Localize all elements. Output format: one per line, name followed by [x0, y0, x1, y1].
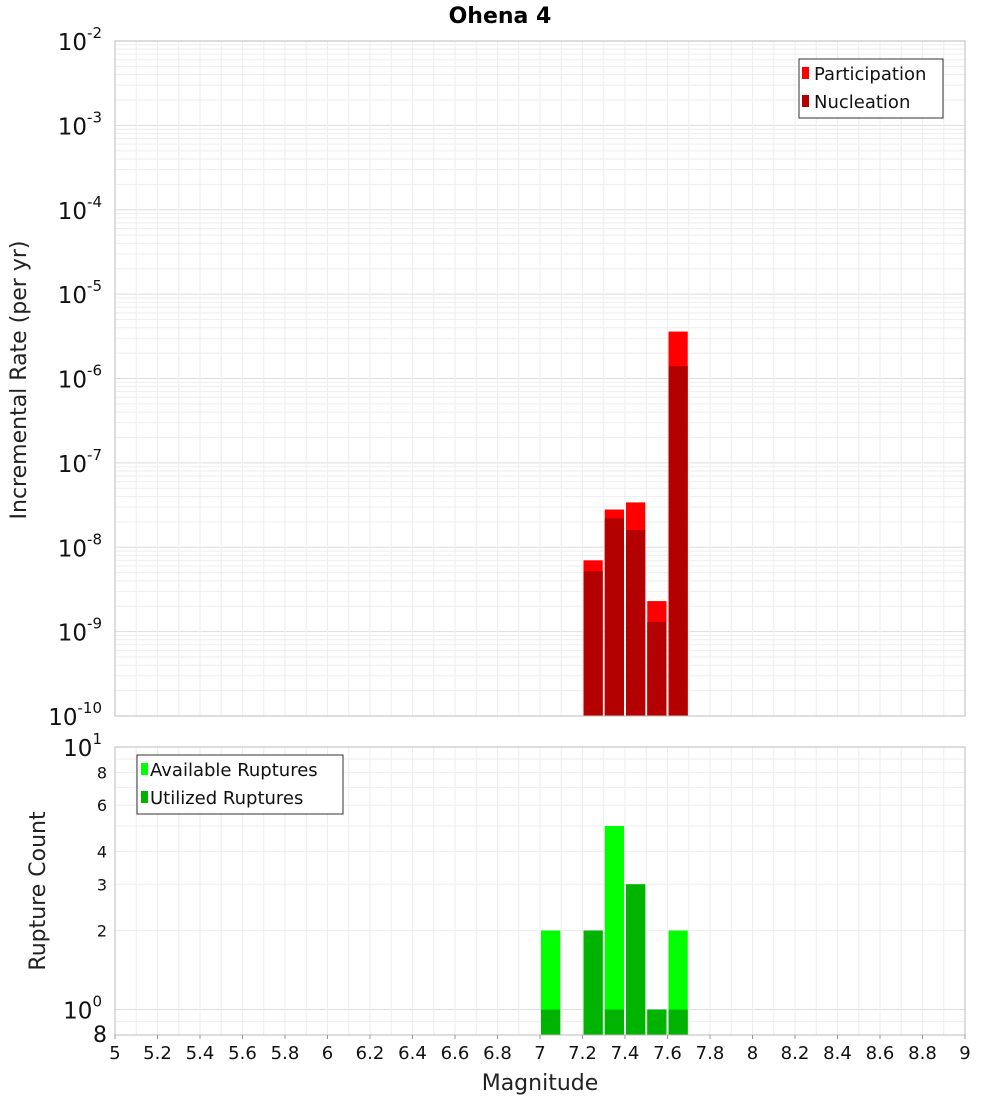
x-tick-label: 7.8	[696, 1043, 725, 1064]
x-tick-label: 8.8	[908, 1043, 937, 1064]
bottom-y-major-tick-label: 101	[63, 730, 102, 762]
bottom-y-minor-tick-label: 3	[97, 875, 107, 894]
utilized-ruptures-bar	[604, 1009, 624, 1035]
bottom-y-minor-tick-label: 8	[93, 1023, 107, 1048]
top-grid	[114, 41, 966, 717]
top-y-tick-label: 10-3	[58, 108, 102, 140]
x-tick-label: 6.4	[398, 1043, 427, 1064]
top-y-tick-label: 10-5	[58, 277, 102, 309]
top-y-tick-labels: 10-10 10-9 10-8 10-7 10-6 10-5 10-4 10-3 10-2	[48, 24, 102, 731]
top-y-tick-label: 10-7	[58, 446, 102, 478]
x-tick-label: 6.2	[356, 1043, 385, 1064]
top-y-tick-label: 10-4	[58, 193, 102, 225]
x-tick-label: 8.4	[823, 1043, 852, 1064]
nucleation-bar	[604, 518, 624, 716]
top-y-axis-title: Incremental Rate (per yr)	[7, 241, 32, 520]
x-tick-label: 7.4	[611, 1043, 640, 1064]
x-tick-label: 5.2	[143, 1043, 172, 1064]
available-ruptures-bar	[668, 930, 688, 1035]
top-legend: Participation Nucleation	[798, 58, 944, 119]
x-tick-label: 5.4	[186, 1043, 215, 1064]
bottom-legend-box	[136, 754, 344, 815]
nucleation-bar	[668, 366, 688, 716]
x-tick-label: 6.8	[483, 1043, 512, 1064]
bottom-legend: Available Ruptures Utilized Ruptures	[136, 754, 344, 815]
top-y-tick-label: 10-2	[58, 24, 102, 56]
x-tick-label: 8.6	[866, 1043, 895, 1064]
nucleation-bars	[583, 366, 688, 716]
utilized-ruptures-bar	[668, 1009, 688, 1035]
bottom-grid	[114, 747, 966, 1035]
nucleation-legend-label: Nucleation	[814, 92, 910, 113]
participation-legend-label: Participation	[814, 64, 926, 85]
bottom-y-minor-tick-label: 8	[97, 763, 107, 782]
top-y-tick-label: 10-10	[48, 699, 102, 731]
utilized-ruptures-bar	[541, 1009, 561, 1035]
bottom-y-axis-title: Rupture Count	[26, 811, 51, 971]
utilized-ruptures-bar	[647, 1009, 667, 1035]
x-axis-title: Magnitude	[482, 1071, 599, 1096]
x-tick-label: 9	[959, 1043, 970, 1064]
x-tick-label: 7.6	[653, 1043, 682, 1064]
x-tick-label: 8	[747, 1043, 758, 1064]
nucleation-bar	[647, 622, 667, 716]
bottom-y-minor-tick-label: 4	[97, 842, 107, 861]
x-tick-label: 5.6	[228, 1043, 257, 1064]
available-ruptures-legend-swatch	[141, 763, 148, 775]
nucleation-bar	[583, 571, 603, 716]
top-y-tick-label: 10-6	[58, 362, 102, 394]
x-tick-labels: 5 5.2 5.4 5.6 5.8 6 6.2 6.4 6.6 6.8 7 7.2 7.4 7.6 7.8 8…	[109, 1035, 971, 1064]
top-rate-panel: 10-10 10-9 10-8 10-7 10-6 10-5 10-4 10-3 10-2 In…	[7, 24, 966, 731]
x-tick-label: 6	[322, 1043, 333, 1064]
x-tick-label: 8.2	[781, 1043, 810, 1064]
nucleation-bar	[626, 530, 646, 716]
bottom-y-minor-tick-label: 2	[97, 922, 107, 941]
utilized-ruptures-bar	[626, 884, 646, 1035]
available-ruptures-bar	[604, 826, 624, 1035]
x-tick-label: 6.6	[441, 1043, 470, 1064]
available-ruptures-legend-label: Available Ruptures	[150, 760, 318, 781]
utilized-ruptures-legend-swatch	[141, 791, 148, 803]
utilized-ruptures-bars	[541, 884, 688, 1035]
available-ruptures-bar	[541, 930, 561, 1035]
participation-legend-swatch	[802, 67, 809, 79]
x-tick-label: 5.8	[271, 1043, 300, 1064]
top-y-tick-label: 10-8	[58, 530, 102, 562]
top-y-tick-label: 10-9	[58, 615, 102, 647]
x-tick-label: 7	[534, 1043, 545, 1064]
nucleation-legend-swatch	[802, 95, 809, 107]
x-tick-label: 7.2	[568, 1043, 597, 1064]
x-tick-label: 5	[109, 1043, 120, 1064]
utilized-ruptures-bar	[583, 930, 603, 1035]
chart-title: Ohena 4	[449, 4, 552, 29]
top-plot-border	[114, 40, 966, 717]
bottom-y-major-tick-label: 100	[63, 993, 102, 1025]
top-legend-box	[798, 58, 944, 119]
bottom-y-minor-tick-label: 6	[97, 796, 107, 815]
utilized-ruptures-legend-label: Utilized Ruptures	[150, 788, 303, 809]
